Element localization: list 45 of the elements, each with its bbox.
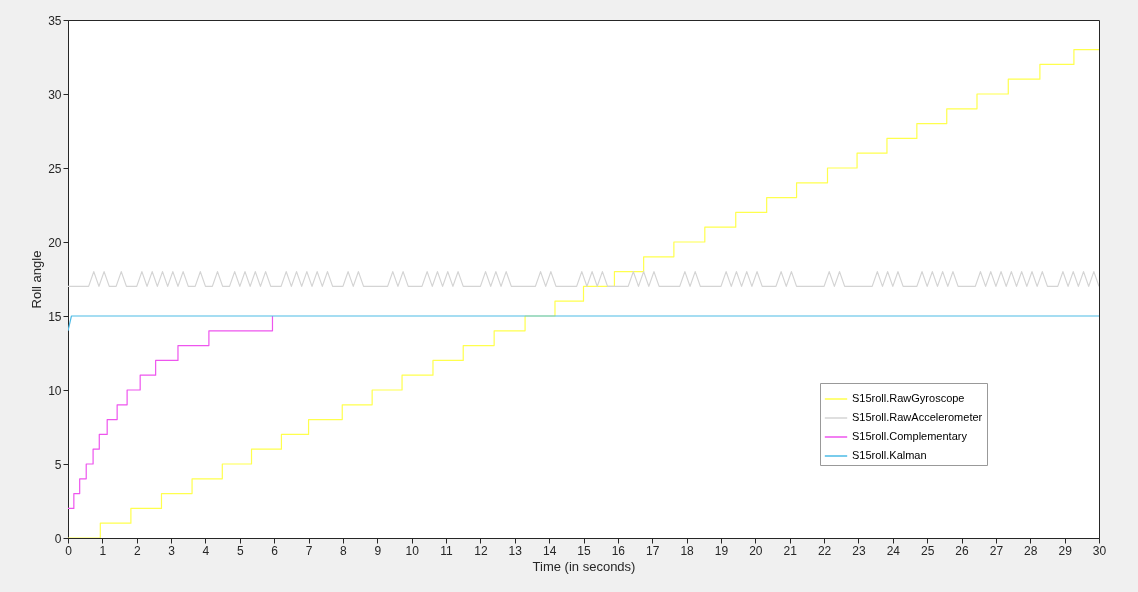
x-tick-label: 2 — [133, 543, 141, 558]
x-tick-label: 8 — [340, 543, 348, 558]
x-tick-label: 16 — [611, 543, 626, 558]
x-tick-label: 14 — [542, 543, 557, 558]
x-tick-label: 0 — [65, 543, 73, 558]
y-tick-label: 25 — [48, 161, 62, 176]
x-tick-label: 21 — [783, 543, 798, 558]
x-axis-title: Time (in seconds) — [532, 558, 636, 574]
x-tick-label: 19 — [714, 543, 729, 558]
x-tick-label: 27 — [989, 543, 1004, 558]
y-tick-label: 35 — [48, 13, 62, 28]
x-tick-label: 7 — [305, 543, 313, 558]
x-tick-label: 13 — [508, 543, 523, 558]
x-tick-label: 9 — [374, 543, 382, 558]
x-tick-label: 11 — [440, 543, 454, 558]
x-tick-label: 17 — [646, 543, 660, 558]
x-tick-label: 20 — [749, 543, 763, 558]
x-tick-label: 3 — [168, 543, 176, 558]
y-tick-label: 10 — [48, 383, 62, 398]
x-tick-label: 23 — [852, 543, 866, 558]
x-tick-label: 12 — [474, 543, 488, 558]
x-tick-label: 10 — [405, 543, 420, 558]
x-tick-label: 5 — [236, 543, 244, 558]
y-axis-title: Roll angle — [29, 250, 45, 309]
y-tick-label: 0 — [54, 531, 62, 546]
y-tick-label: 30 — [48, 87, 62, 102]
x-tick-label: 25 — [920, 543, 935, 558]
x-tick-label: 15 — [577, 543, 591, 558]
x-tick-label: 24 — [886, 543, 901, 558]
y-tick-label: 15 — [48, 309, 62, 324]
x-tick-label: 1 — [99, 543, 107, 558]
x-tick-label: 29 — [1058, 543, 1073, 558]
legend-label: S15roll.Complementary — [852, 430, 968, 442]
x-tick-label: 4 — [202, 543, 210, 558]
y-tick-label: 5 — [54, 457, 62, 472]
legend-label: S15roll.Kalman — [852, 449, 927, 461]
x-tick-label: 6 — [271, 543, 279, 558]
y-tick-label: 20 — [48, 235, 62, 250]
legend-label: S15roll.RawGyroscope — [852, 392, 965, 404]
x-tick-label: 18 — [680, 543, 695, 558]
x-tick-label: 28 — [1024, 543, 1038, 558]
x-tick-label: 22 — [817, 543, 832, 558]
x-tick-label: 30 — [1092, 543, 1107, 558]
x-tick-label: 26 — [955, 543, 970, 558]
legend-label: S15roll.RawAccelerometer — [852, 411, 983, 423]
